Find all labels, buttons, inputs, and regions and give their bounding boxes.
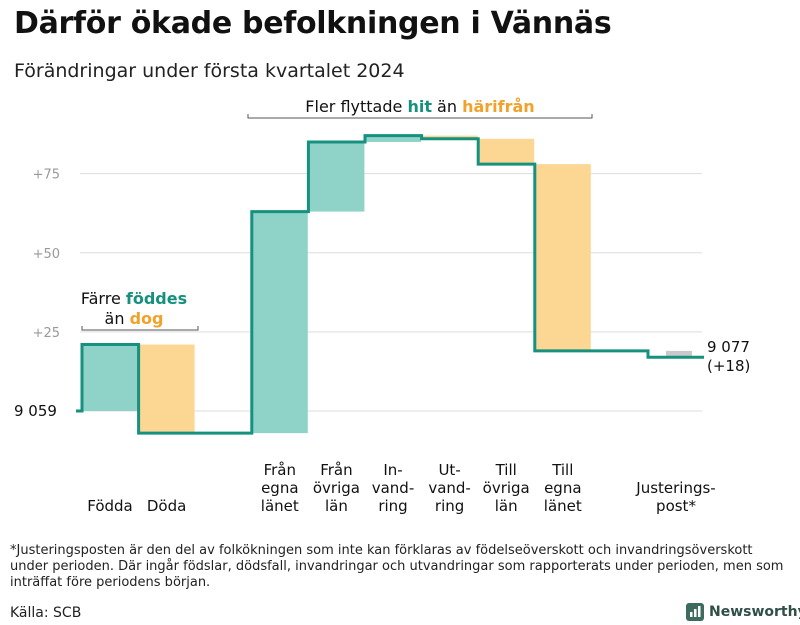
footnote: *Justeringsposten är den del av folkökni… <box>10 543 784 590</box>
chart-title: Därför ökade befolkningen i Vännäs <box>14 6 612 41</box>
category-label: In-vand-ring <box>372 461 415 515</box>
category-label: Till egna länet <box>544 461 582 515</box>
chart-subtitle: Förändringar under första kvartalet 2024 <box>14 60 405 82</box>
source-label: Källa: SCB <box>10 605 82 621</box>
category-label: Ut-vand-ring <box>428 461 471 515</box>
waterfall-bar <box>666 350 692 358</box>
waterfall-bar <box>138 344 195 434</box>
y-tick-label: +75 <box>33 168 60 183</box>
y-tick-label: +25 <box>33 326 60 341</box>
category-label: Justerings-post* <box>635 479 715 515</box>
waterfall-bar <box>534 164 591 351</box>
end-change-label: (+18) <box>707 357 750 375</box>
annotation-births-line1: Färre föddes <box>81 289 187 308</box>
waterfall-bar <box>308 141 365 212</box>
waterfall-bar <box>251 211 308 434</box>
waterfall-bar <box>365 135 421 142</box>
category-label: Från övriga län <box>313 461 360 515</box>
waterfall-bar <box>478 138 535 165</box>
brand-logo: Newsworthy <box>686 603 800 621</box>
category-label: Från egna länet <box>261 461 299 515</box>
category-label: Till övriga län <box>483 461 530 515</box>
y-tick-label: +50 <box>33 247 60 262</box>
annotation-bracket-births <box>81 326 199 331</box>
category-label: Födda <box>87 497 133 515</box>
annotation-births-line2: än dog <box>105 309 164 328</box>
category-label: Döda <box>147 497 186 515</box>
bar-chart-icon <box>686 603 704 621</box>
annotation-bracket-migration <box>247 114 593 119</box>
cumulative-step-line <box>76 134 704 435</box>
start-value-label: 9 059 <box>14 402 57 420</box>
waterfall-chart: +25 +50 +75 Födda Döda Från egna länet Från övrig… <box>14 97 750 515</box>
brand-name: Newsworthy <box>709 604 800 620</box>
waterfall-bar <box>82 344 138 411</box>
annotation-migration: Fler flyttade hit än härifrån <box>305 97 534 116</box>
end-value-label: 9 077 <box>707 338 750 356</box>
waterfall-bar <box>421 135 478 139</box>
